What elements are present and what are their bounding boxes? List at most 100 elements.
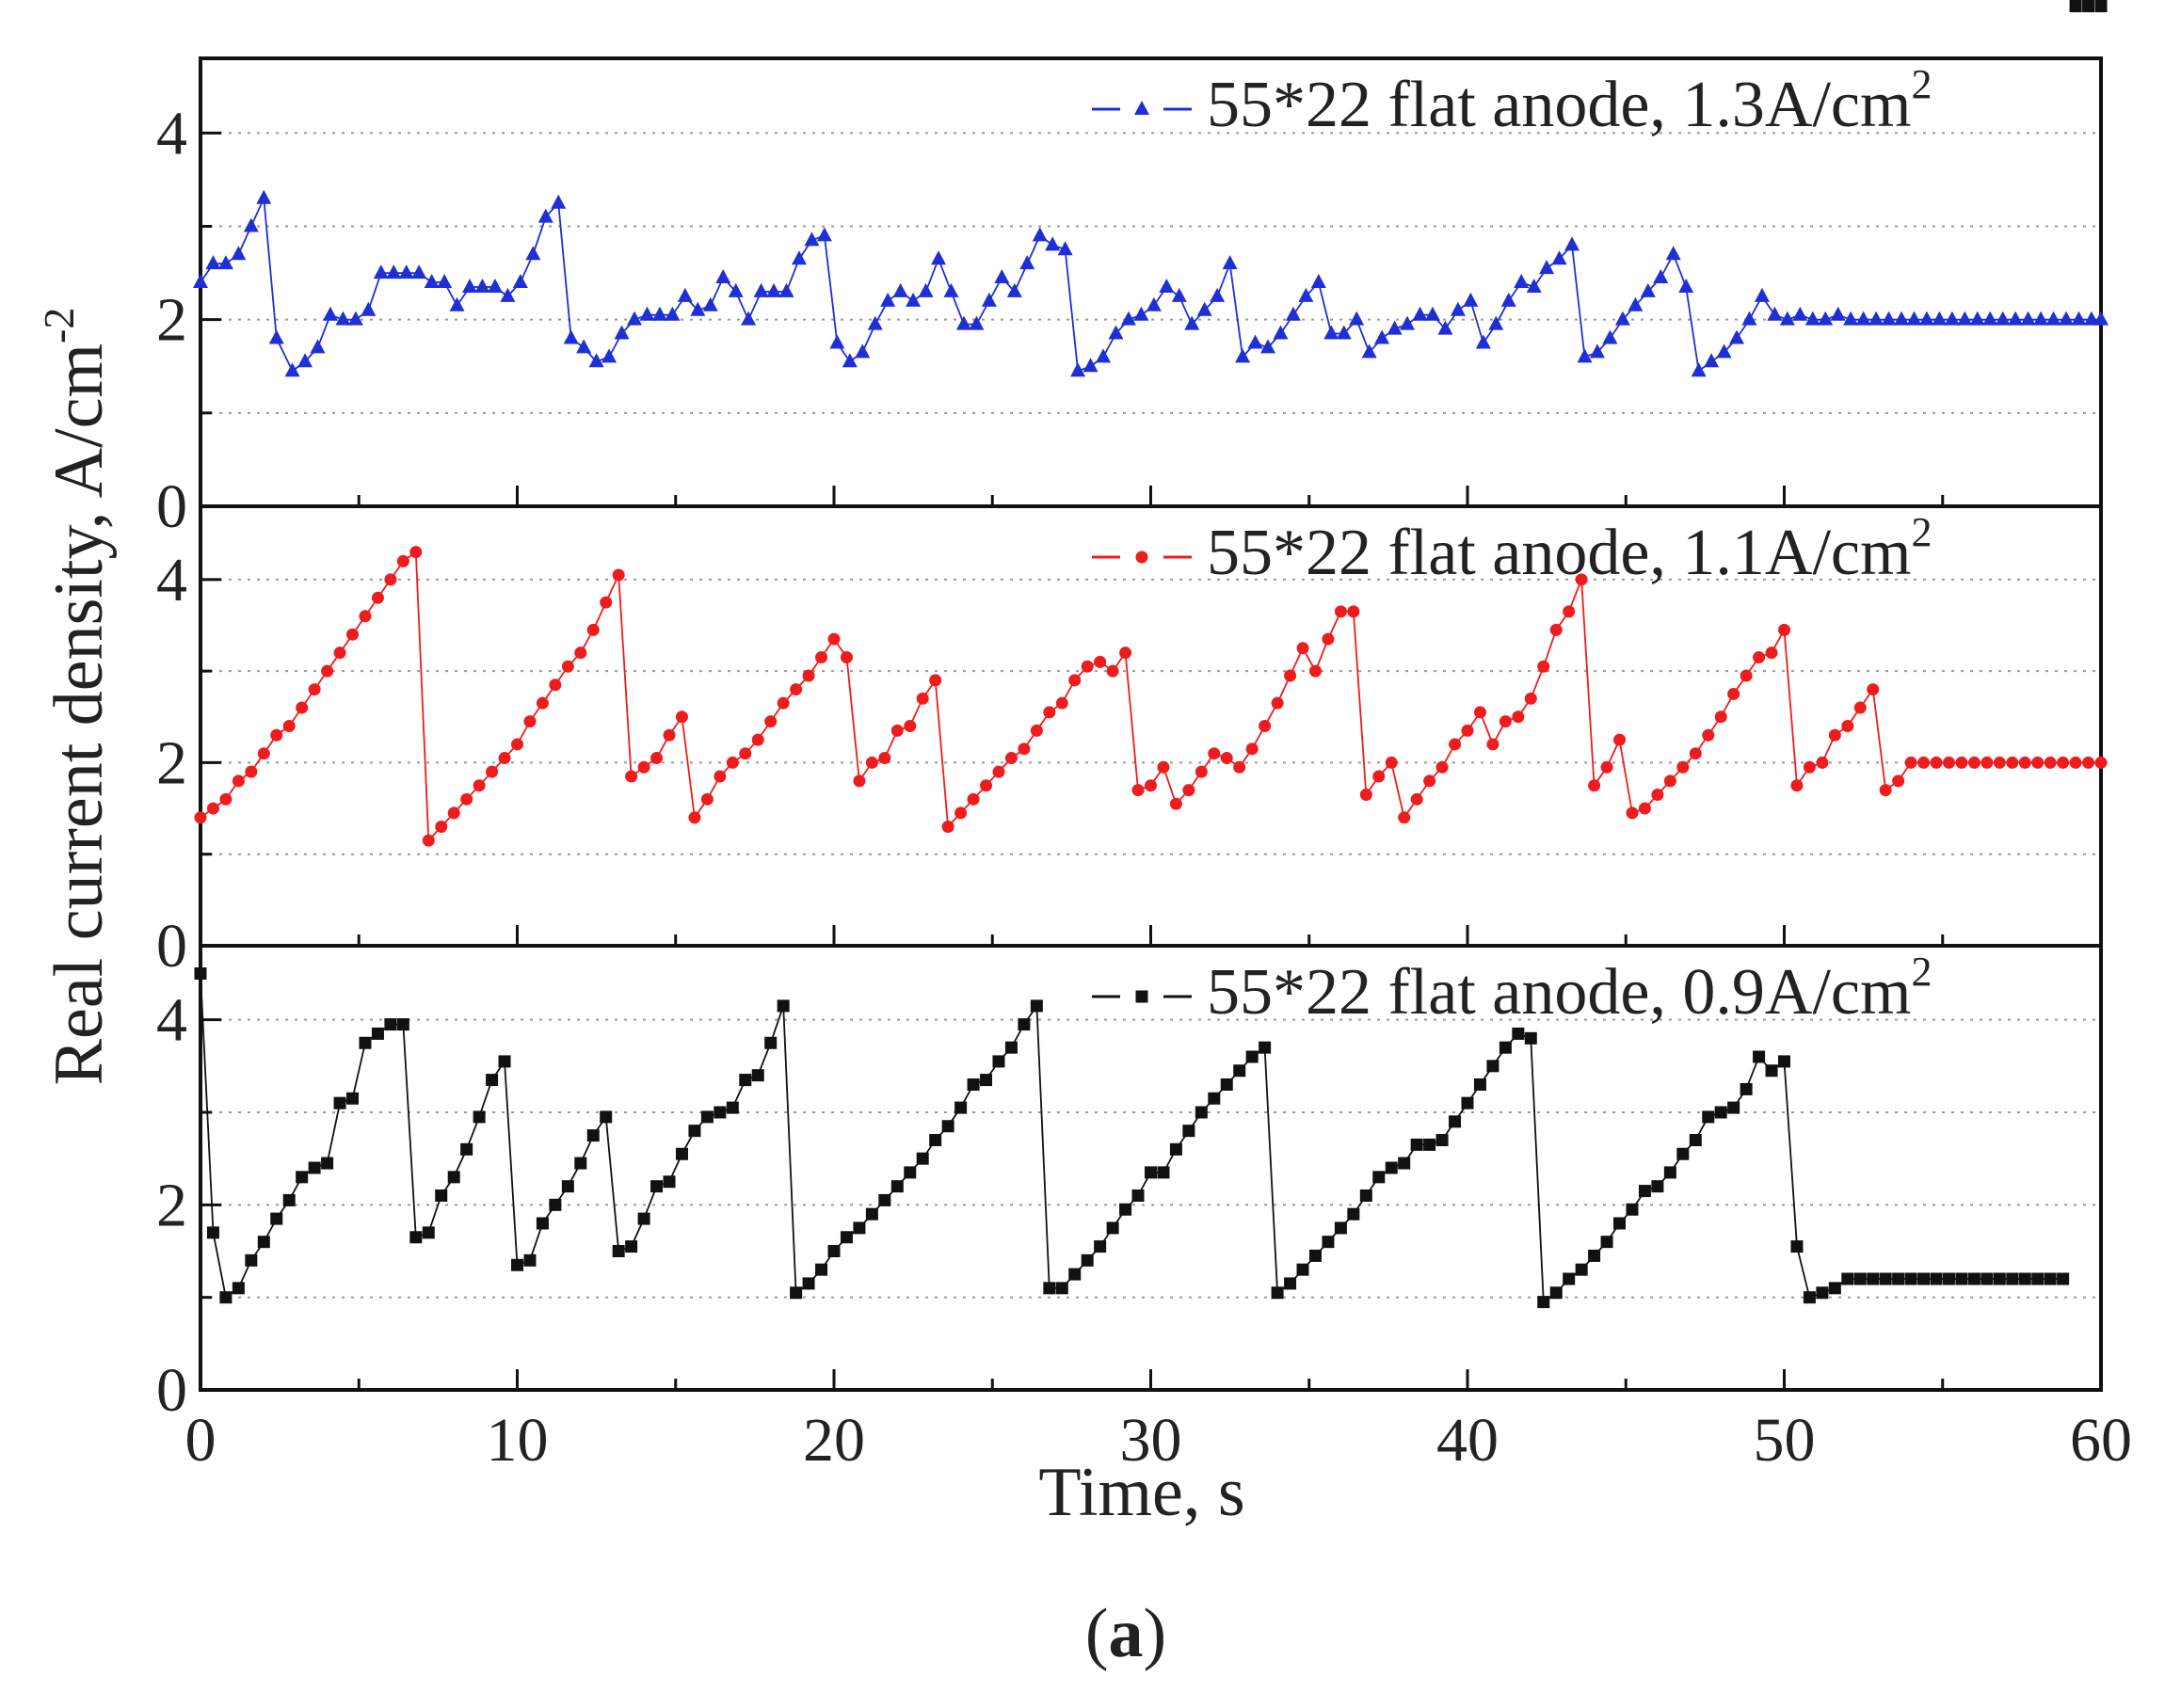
data-point [460, 1142, 473, 1156]
data-point [1563, 605, 1576, 618]
legend-label-text: 55*22 flat anode, 1.3A/cm [1207, 69, 1911, 141]
data-point [1714, 1106, 1727, 1119]
y-tick-label: 0 [156, 912, 187, 981]
data-point [2083, 311, 2099, 326]
data-point [855, 343, 871, 359]
data-point [1285, 306, 1301, 321]
x-tick-label: 20 [803, 1406, 865, 1475]
data-point [1767, 306, 1783, 321]
data-point [1539, 260, 1555, 275]
data-point [574, 1157, 587, 1170]
data-point [1967, 1272, 1981, 1285]
data-point [1855, 311, 1871, 326]
data-point [333, 1096, 346, 1109]
data-point [1057, 241, 1073, 256]
data-point [1678, 278, 1694, 293]
data-point [2020, 311, 2036, 326]
data-point [586, 623, 600, 636]
data-point [588, 353, 604, 368]
data-point [715, 269, 731, 284]
data-point [551, 194, 567, 209]
data-point [1993, 1272, 2006, 1285]
data-point [1588, 1249, 1601, 1262]
data-point [981, 292, 997, 307]
data-point [396, 1018, 409, 1031]
data-point [1918, 311, 1934, 326]
data-point [523, 1253, 537, 1267]
data-point [1081, 660, 1094, 673]
data-point [460, 792, 473, 806]
data-point [1853, 701, 1867, 714]
data-point [1676, 1147, 1690, 1160]
data-point [777, 999, 790, 1013]
data-point [1881, 311, 1897, 326]
data-point [422, 1226, 435, 1239]
data-point [511, 1258, 523, 1271]
data-point [1195, 765, 1208, 778]
data-point [282, 1193, 296, 1206]
data-point [1449, 1115, 1462, 1128]
legend: 55*22 flat anode, 0.9A/cm2 [1092, 949, 1932, 1029]
data-point [1727, 1101, 1740, 1114]
data-point [726, 756, 739, 769]
data-point [486, 1074, 499, 1087]
data-point [954, 806, 968, 820]
data-point [702, 296, 718, 311]
data-point [1663, 774, 1676, 788]
data-point [473, 1110, 486, 1124]
data-point [1626, 1203, 1639, 1216]
data-point [1475, 334, 1491, 349]
data-point [1424, 306, 1440, 321]
data-point [1868, 311, 1884, 326]
data-point [1740, 1082, 1753, 1095]
data-point [1663, 1166, 1676, 1179]
data-point [561, 1180, 574, 1193]
data-point [1449, 738, 1462, 751]
data-point [1729, 329, 1745, 344]
data-point [1499, 1041, 1512, 1054]
data-point [637, 1212, 650, 1225]
y-tick-label: 2 [156, 728, 187, 797]
data-point [1640, 282, 1656, 297]
data-point [753, 282, 769, 297]
x-tick-labels: 0 10 20 30 40 50 60 [185, 1406, 2133, 1475]
data-point [840, 651, 853, 664]
data-point [245, 1253, 258, 1267]
y-axis-title-text: Real current density, A/cm [40, 343, 118, 1085]
data-point [1119, 646, 1132, 660]
data-point [1450, 301, 1466, 316]
data-point [766, 282, 782, 297]
data-point [2093, 311, 2109, 326]
data-point [2044, 1272, 2057, 1285]
data-point [880, 292, 896, 307]
data-point [1486, 738, 1499, 751]
data-point [321, 1157, 334, 1170]
data-point [2069, 0, 2082, 12]
data-point [2071, 311, 2087, 326]
data-point [500, 287, 516, 302]
data-point [1094, 1240, 1107, 1253]
data-point [1310, 274, 1326, 288]
data-point [1220, 752, 1233, 765]
data-point [386, 264, 402, 279]
data-point [2006, 756, 2019, 769]
data-point [462, 278, 478, 293]
data-point [1993, 756, 2006, 769]
caption-open: ( [1085, 1595, 1109, 1672]
data-point [449, 296, 465, 311]
data-point [1347, 605, 1360, 618]
data-point [890, 1180, 904, 1193]
data-point [498, 1055, 511, 1068]
data-point [1043, 706, 1056, 719]
data-point [1841, 720, 1854, 732]
data-point [1944, 311, 1960, 326]
data-point [790, 683, 803, 696]
data-point [1435, 760, 1449, 774]
data-point [1196, 301, 1212, 316]
data-point [206, 802, 219, 815]
data-point [764, 715, 778, 728]
data-point [1537, 1296, 1550, 1309]
data-point [651, 306, 667, 321]
data-point [955, 315, 971, 330]
